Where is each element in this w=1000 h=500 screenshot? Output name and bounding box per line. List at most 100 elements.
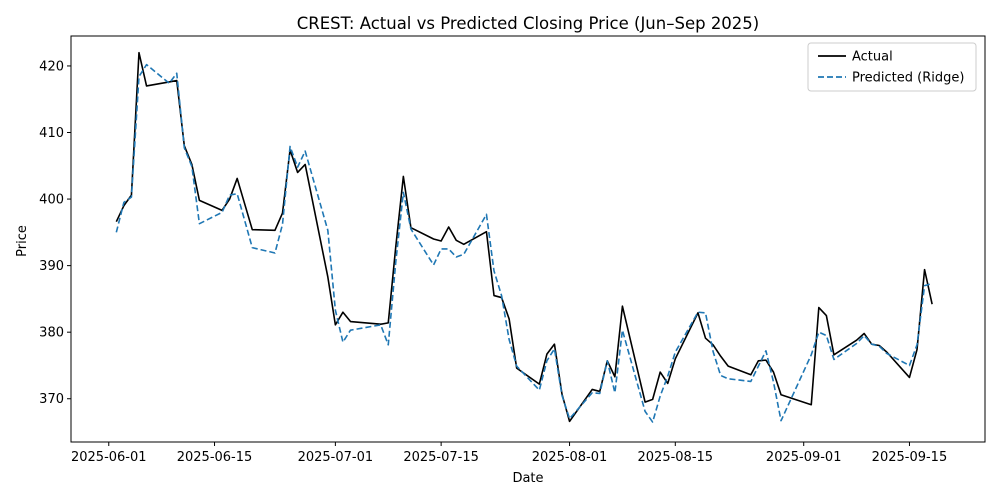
data-point <box>719 374 721 376</box>
data-point <box>342 341 344 343</box>
data-point <box>342 311 344 313</box>
data-point <box>818 306 820 308</box>
data-point <box>115 221 117 223</box>
data-point <box>886 352 888 354</box>
legend-label-predicted: Predicted (Ridge) <box>852 71 964 86</box>
data-point <box>908 364 910 366</box>
data-point <box>825 314 827 316</box>
x-tick-label: 2025-07-01 <box>298 450 374 465</box>
data-point <box>553 348 555 350</box>
y-tick-label: 410 <box>39 126 64 141</box>
data-point <box>553 343 555 345</box>
data-point <box>176 72 178 74</box>
y-axis: 370 380 390 400 410 420 <box>39 59 71 407</box>
data-point <box>485 213 487 215</box>
data-point <box>493 294 495 296</box>
data-point <box>591 388 593 390</box>
data-point <box>334 324 336 326</box>
data-point <box>667 375 669 377</box>
data-point <box>765 350 767 352</box>
legend: Actual Predicted (Ridge) <box>807 42 977 92</box>
data-point <box>296 166 298 168</box>
data-point <box>810 404 812 406</box>
data-point <box>432 238 434 240</box>
data-point <box>863 334 865 336</box>
legend-box <box>807 42 977 92</box>
data-point <box>908 376 910 378</box>
data-point <box>855 342 857 344</box>
data-point <box>833 358 835 360</box>
data-point <box>931 282 933 284</box>
data-point <box>614 376 616 378</box>
data-point <box>432 264 434 266</box>
data-point <box>568 420 570 422</box>
data-point <box>115 231 117 233</box>
data-point <box>198 199 200 201</box>
data-point <box>674 358 676 360</box>
data-point <box>463 253 465 255</box>
data-point <box>546 360 548 362</box>
series-points-predicted <box>115 63 933 423</box>
x-axis-title: Date <box>512 471 543 486</box>
data-point <box>455 256 457 258</box>
series-points-actual <box>115 51 933 422</box>
x-tick-label: 2025-08-01 <box>532 450 608 465</box>
data-point <box>289 145 291 147</box>
data-point <box>123 201 125 203</box>
data-point <box>515 365 517 367</box>
chart-title: CREST: Actual vs Predicted Closing Price… <box>297 14 760 33</box>
data-point <box>697 311 699 313</box>
data-point <box>402 191 404 193</box>
data-point <box>251 228 253 230</box>
data-point <box>145 63 147 65</box>
data-point <box>538 389 540 391</box>
data-point <box>621 329 623 331</box>
x-tick-label: 2025-09-15 <box>872 450 948 465</box>
data-point <box>704 337 706 339</box>
data-point <box>916 344 918 346</box>
x-tick-label: 2025-07-15 <box>403 450 479 465</box>
data-point <box>659 371 661 373</box>
data-point <box>327 229 329 231</box>
x-tick-label: 2025-06-01 <box>71 450 147 465</box>
data-point <box>440 240 442 242</box>
data-point <box>380 324 382 326</box>
data-point <box>508 318 510 320</box>
data-point <box>463 243 465 245</box>
data-point <box>334 309 336 311</box>
data-point <box>727 365 729 367</box>
y-tick-label: 400 <box>39 193 64 208</box>
x-axis: 2025-06-01 2025-06-15 2025-07-01 2025-07-15… <box>71 442 947 465</box>
data-point <box>651 421 653 423</box>
data-point <box>221 211 223 213</box>
y-axis-title: Price <box>15 225 30 257</box>
data-point <box>757 365 759 367</box>
data-point <box>251 246 253 248</box>
data-point <box>591 392 593 394</box>
data-point <box>228 194 230 196</box>
data-point <box>855 339 857 341</box>
data-point <box>500 294 502 296</box>
data-point <box>810 354 812 356</box>
data-point <box>138 75 140 77</box>
data-point <box>923 284 925 286</box>
data-point <box>674 351 676 353</box>
y-tick-label: 420 <box>39 59 64 74</box>
data-point <box>138 51 140 53</box>
plot-area <box>70 35 986 443</box>
data-point <box>878 345 880 347</box>
data-point <box>780 394 782 396</box>
data-point <box>395 260 397 262</box>
data-point <box>621 305 623 307</box>
data-point <box>719 355 721 357</box>
data-point <box>931 303 933 305</box>
data-point <box>546 353 548 355</box>
data-point <box>198 222 200 224</box>
data-point <box>236 177 238 179</box>
data-point <box>447 226 449 228</box>
data-point <box>387 322 389 324</box>
data-point <box>644 401 646 403</box>
data-point <box>750 374 752 376</box>
data-point <box>568 418 570 420</box>
